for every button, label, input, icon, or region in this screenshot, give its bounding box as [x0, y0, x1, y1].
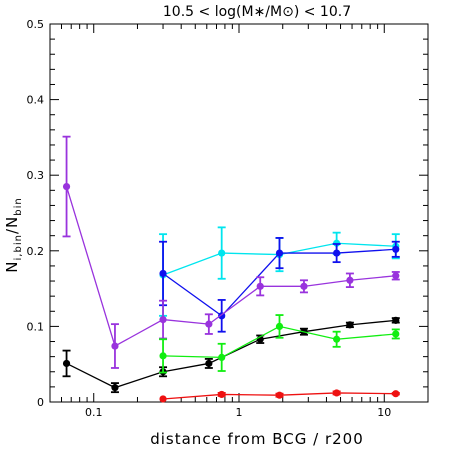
data-point [346, 276, 354, 284]
data-point [333, 389, 341, 397]
series-line [66, 319, 396, 389]
data-point [333, 335, 341, 343]
x-tick-label: 0.1 [85, 406, 103, 419]
data-point [392, 330, 400, 338]
chart-title: 10.5 < log(M∗/M⊙) < 10.7 [163, 4, 351, 20]
series-1 [159, 237, 400, 333]
x-axis-label: distance from BCG / r200 [150, 430, 364, 448]
data-point [159, 315, 167, 324]
plot-frame [49, 23, 429, 403]
series-4 [159, 314, 400, 374]
data-point [275, 391, 284, 399]
series-group [62, 135, 400, 403]
series-line [65, 186, 396, 348]
y-tick-label: 0.5 [27, 18, 45, 31]
data-point [218, 353, 226, 361]
series-3 [62, 316, 400, 394]
data-point [218, 390, 226, 399]
data-point [205, 359, 213, 368]
y-tick-label: 0.1 [27, 320, 45, 333]
y-axis-label-sub2: bin [13, 197, 24, 215]
data-point [346, 321, 354, 329]
data-point [275, 322, 284, 330]
data-point [159, 352, 167, 360]
data-point [111, 342, 119, 350]
data-point [392, 245, 400, 253]
series-2 [62, 135, 400, 369]
data-point [256, 282, 264, 290]
x-tick-label: 1 [236, 406, 243, 419]
data-point [159, 395, 167, 403]
y-tick-label: 0.2 [27, 245, 45, 258]
plot-frame-group [49, 23, 429, 403]
y-tick-label: 0.4 [27, 94, 45, 107]
axis-ticks-group: 0.1 1 10 0 0.1 0.2 0.3 0.4 0.5 [27, 18, 429, 419]
y-axis-label: Ni,bin/Nbin [3, 197, 24, 272]
data-point [275, 249, 284, 257]
y-tick-label: 0 [37, 396, 44, 409]
data-point [111, 384, 119, 392]
data-point [333, 249, 341, 257]
data-point [62, 359, 71, 368]
data-point [218, 249, 226, 257]
y-axis-label-slash: /N [3, 216, 21, 234]
data-point [62, 182, 71, 191]
data-point [300, 282, 308, 290]
y-axis-label-main: N [3, 260, 21, 272]
series-5 [159, 389, 400, 403]
y-axis-label-sub1: i,bin [13, 234, 24, 260]
y-tick-label: 0.3 [27, 169, 45, 182]
data-point [159, 269, 167, 278]
data-point [392, 390, 400, 398]
data-point [392, 316, 400, 324]
data-point [205, 320, 213, 328]
x-tick-label: 10 [377, 406, 391, 419]
data-point [392, 272, 400, 280]
